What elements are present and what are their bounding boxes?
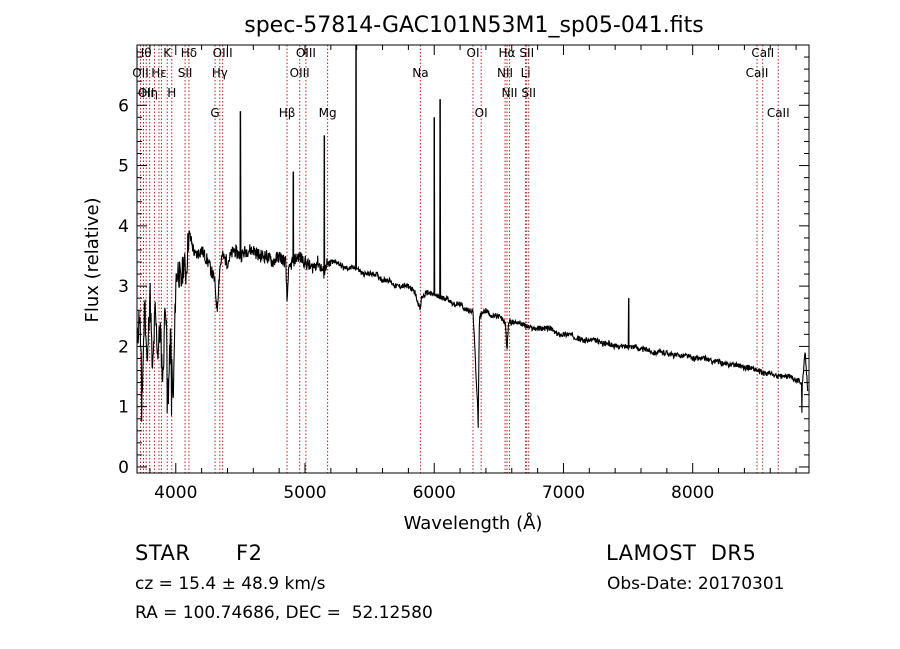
- line-marker-label: CaII: [746, 66, 769, 80]
- line-marker-label: Mg: [319, 106, 337, 120]
- line-marker-label: SII: [519, 46, 534, 60]
- object-subclass: F2: [236, 541, 263, 565]
- line-marker-label: Hδ: [181, 46, 197, 60]
- line-marker-label: OI: [467, 46, 480, 60]
- spectrum-line: [136, 44, 809, 428]
- line-marker-label: Na: [412, 66, 428, 80]
- line-marker-label: Hε: [151, 66, 167, 80]
- y-tick-label: 2: [118, 337, 129, 357]
- survey-name: LAMOST DR5: [606, 541, 757, 565]
- line-marker-label: OII: [138, 86, 155, 100]
- line-marker-labels: OIIHθOIIHηHεKHSIIHδGHγOIIIHβOIIIOIIIMgNa…: [132, 46, 789, 120]
- object-class: STAR: [135, 541, 191, 565]
- plot-frame: [136, 44, 810, 474]
- y-axis-label: Flux (relative): [82, 197, 103, 322]
- line-marker-label: Hη: [141, 86, 158, 100]
- line-marker-label: NII: [497, 66, 513, 80]
- x-axis: 4000 5000 6000 7000 8000: [149, 45, 797, 503]
- line-marker-label: Hβ: [279, 106, 296, 120]
- y-tick-label: 0: [118, 458, 129, 478]
- line-markers: [139, 45, 779, 473]
- x-tick-label: 7000: [542, 483, 585, 503]
- y-tick-label: 4: [118, 217, 129, 237]
- x-tick-label: 6000: [413, 483, 456, 503]
- line-marker-label: CaII: [751, 46, 774, 60]
- y-axis: 0 1 2 3 4 5 6: [118, 56, 809, 478]
- line-marker-label: K: [163, 46, 172, 60]
- y-tick-label: 6: [118, 96, 129, 116]
- line-marker-label: Hα: [499, 46, 516, 60]
- coordinates: RA = 100.74686, DEC = 52.12580: [135, 603, 433, 623]
- line-marker-label: SII: [521, 86, 536, 100]
- line-marker-label: OIII: [296, 46, 316, 60]
- line-marker-label: NII: [502, 86, 518, 100]
- observation-date: Obs-Date: 20170301: [607, 574, 785, 594]
- y-tick-label: 5: [118, 157, 129, 177]
- line-marker-label: H: [167, 86, 176, 100]
- line-marker-label: OI: [475, 106, 488, 120]
- emission-spikes: [239, 45, 630, 347]
- x-axis-label: Wavelength (Å): [404, 512, 543, 534]
- x-tick-label: 5000: [283, 483, 326, 503]
- line-marker-label: OIII: [213, 46, 233, 60]
- line-marker-label: Hθ: [135, 46, 151, 60]
- line-marker-label: OIII: [290, 66, 310, 80]
- line-marker-label: OII: [132, 66, 149, 80]
- x-tick-label: 4000: [154, 483, 197, 503]
- line-marker-label: Hγ: [212, 66, 228, 80]
- y-tick-label: 3: [118, 277, 129, 297]
- line-marker-label: CaII: [767, 106, 790, 120]
- line-marker-label: SII: [178, 66, 193, 80]
- line-marker-label: G: [210, 106, 219, 120]
- redshift-velocity: cz = 15.4 ± 48.9 km/s: [135, 574, 326, 594]
- y-tick-label: 1: [118, 398, 129, 418]
- chart-title: spec-57814-GAC101N53M1_sp05-041.fits: [244, 13, 704, 38]
- line-marker-label: Li: [521, 66, 531, 80]
- x-tick-label: 8000: [671, 483, 714, 503]
